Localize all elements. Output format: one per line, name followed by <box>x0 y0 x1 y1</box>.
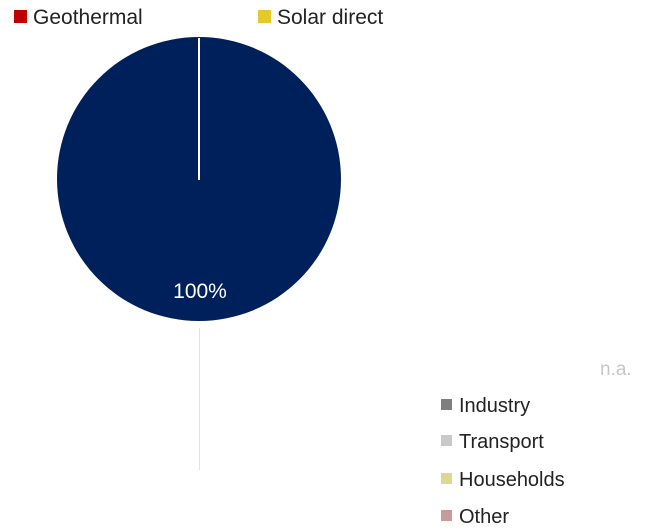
legend-item-geothermal: Geothermal <box>14 6 143 30</box>
legend-item-households: Households <box>441 468 565 492</box>
legend-label: Geothermal <box>33 6 143 29</box>
legend-swatch-households <box>441 473 452 485</box>
legend-swatch-solar-direct <box>258 9 271 23</box>
slice-label-100: 100% <box>173 280 227 303</box>
legend-label: Other <box>459 506 510 528</box>
legend-item-industry: Industry <box>441 394 530 418</box>
legend-swatch-other <box>441 510 452 522</box>
legend-item-solar-direct: Solar direct <box>258 6 383 30</box>
legend-label: Households <box>459 469 565 491</box>
na-label: n.a. <box>600 359 632 380</box>
guide-line <box>199 328 200 470</box>
legend-label: Solar direct <box>277 6 384 29</box>
legend-item-transport: Transport <box>441 430 544 454</box>
legend-swatch-geothermal <box>14 9 27 23</box>
legend-label: Industry <box>459 395 531 417</box>
legend-item-other: Other <box>441 505 509 529</box>
legend-swatch-industry <box>441 399 452 411</box>
legend-label: Transport <box>459 431 544 453</box>
legend-swatch-transport <box>441 435 452 447</box>
